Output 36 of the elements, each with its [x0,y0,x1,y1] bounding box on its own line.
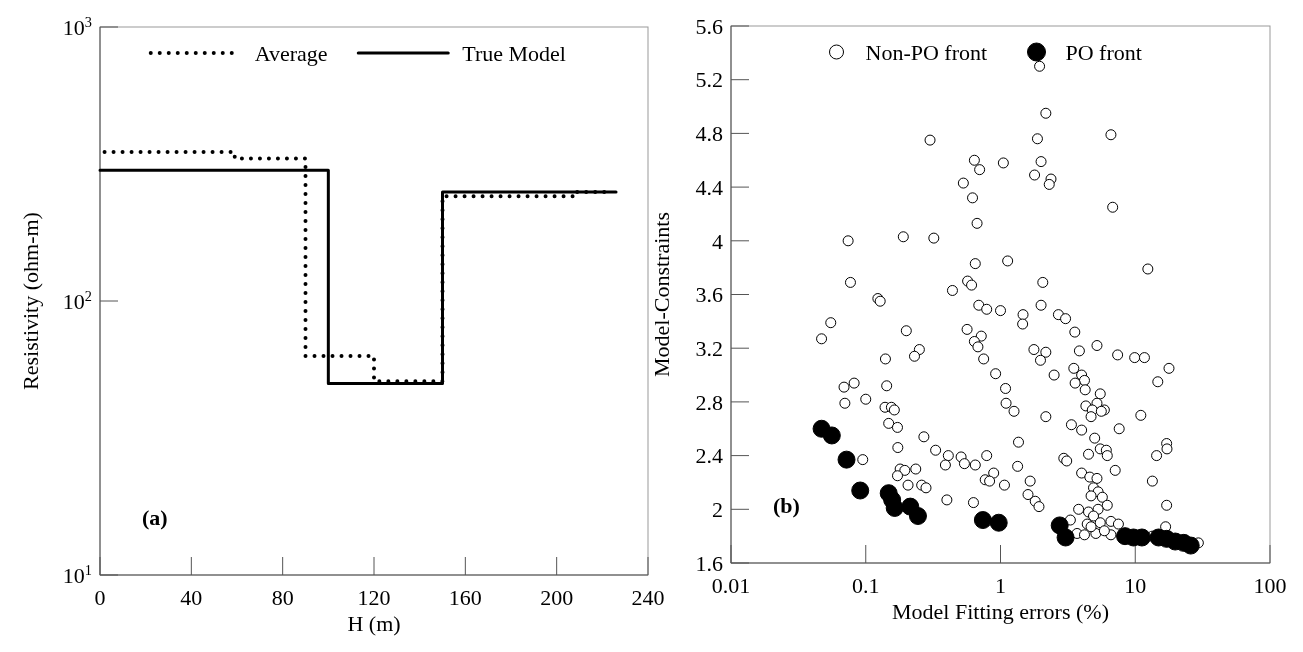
x-tick-label: 120 [357,585,391,610]
y-tick-label: 10$^{2}$ [62,287,92,314]
annotation: (a) [142,505,168,530]
annotation: (b) [773,493,800,518]
y-tick-label: 4.8 [695,121,723,147]
x-tick-label: 0 [94,585,106,610]
y-tick-label: 10$^{1}$ [62,561,92,588]
y-tick-label: 4.4 [695,174,723,200]
legend-label: PO front [1065,39,1142,65]
y-tick-label: 2.8 [695,389,723,415]
x-tick-label: 100 [1253,573,1287,598]
x-axis-title: Model Fitting errors (%) [892,599,1109,624]
legend-label: Average [254,40,328,66]
x-tick-label: 160 [448,585,482,610]
y-axis-title: Model-Constraints [649,212,674,377]
x-tick-label: 10 [1124,573,1147,598]
y-tick-label: 5.2 [695,67,723,93]
y-tick-label: 3.2 [695,335,723,361]
x-tick-label: 40 [180,585,203,610]
y-tick-label: 2 [712,497,723,522]
x-tick-label: 240 [631,585,665,610]
y-tick-label: 10$^{3}$ [62,13,92,40]
x-tick-label: 0.1 [852,573,880,598]
y-tick-label: 1.6 [695,550,723,576]
y-tick-label: 5.6 [695,13,723,39]
y-tick-label: 3.6 [695,282,723,308]
x-axis-title: H (m) [347,611,401,636]
x-tick-label: 0.01 [711,573,751,598]
y-tick-label: 4 [712,228,723,254]
y-axis-title: Resistivity (ohm-m) [18,212,43,390]
x-tick-label: 1 [995,573,1006,598]
x-tick-label: 200 [540,585,574,610]
y-tick-label: 2.4 [695,443,723,469]
x-tick-label: 80 [271,585,294,610]
legend-label: Non-PO front [865,39,988,65]
legend-label: True Model [462,40,566,66]
